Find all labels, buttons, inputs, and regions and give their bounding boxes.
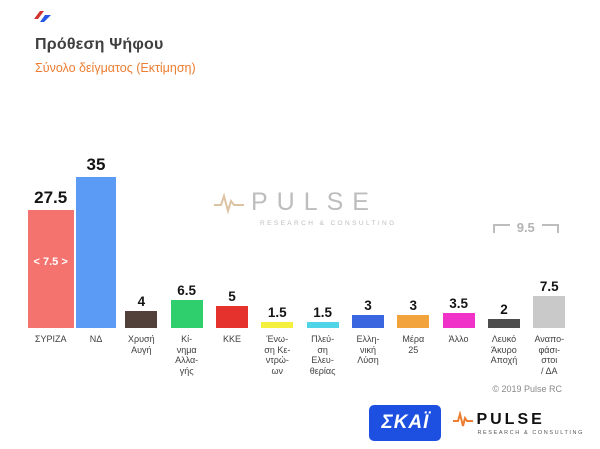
bar-columns: 27.5 < 7.5 > ΣΥΡΙΖΑ 35 ΝΔ 4 Χρυσή Αυγή 6.5 Κί- ν…	[27, 118, 572, 390]
bar-label: ΣΥΡΙΖΑ	[34, 334, 67, 344]
bar-label: Ένω- ση Κε- ντρώ- ων	[264, 334, 291, 376]
bar-label: Χρυσή Αυγή	[128, 334, 155, 355]
bar-value: 1.5	[313, 305, 333, 320]
bar-label: Λευκό Άκυρο Αποχή	[490, 334, 518, 366]
bar-value: 27.5	[34, 188, 68, 207]
bar-value: 35	[86, 155, 106, 174]
pulse-watermark: PULSE RESEARCH & CONSULTING	[214, 188, 397, 227]
copyright-note: © 2019 Pulse RC	[492, 384, 562, 394]
combined-annotation-value: 9.5	[516, 220, 535, 235]
bar-value: 2	[500, 302, 508, 317]
bar-column: 5 ΚΚΕ	[209, 118, 254, 390]
bar-inner-annotation: < 7.5 >	[33, 256, 68, 268]
bracket-left-icon	[492, 224, 510, 233]
corner-logo-icon	[34, 11, 51, 22]
bar-column: 7.5 Αναπο- φάσι- στοι / ΔΑ	[527, 118, 572, 390]
bar-value: 5	[228, 289, 236, 304]
bar	[215, 306, 248, 328]
bar-column: 6.5 Κί- νημα Αλλα- γής	[164, 118, 209, 390]
bar-label: Πλεύ- ση Ελευ- θερίας	[309, 334, 336, 376]
bar-label: Ελλη- νική Λύση	[356, 334, 380, 366]
bar-label: Κί- νημα Αλλα- γής	[175, 334, 199, 376]
combined-annotation: 9.5	[482, 220, 569, 235]
bar-value: 3	[409, 298, 418, 313]
bar-column: 3 Μέρα 25	[391, 118, 436, 390]
watermark-tagline: RESEARCH & CONSULTING	[260, 220, 397, 227]
bar-label: ΝΔ	[89, 334, 103, 344]
bar-column: 3 Ελλη- νική Λύση	[345, 118, 390, 390]
bar	[261, 322, 294, 328]
bar	[397, 315, 430, 328]
corner-logo	[32, 9, 52, 29]
bar-value: 1.5	[267, 305, 287, 320]
bar-label: ΚΚΕ	[222, 334, 241, 344]
bar-column: 27.5 < 7.5 > ΣΥΡΙΖΑ	[27, 118, 74, 390]
watermark-name: PULSE	[251, 188, 378, 216]
bar: < 7.5 >	[27, 210, 74, 328]
bar-column: 1.5 Πλεύ- ση Ελευ- θερίας	[300, 118, 345, 390]
bar	[533, 296, 566, 328]
heartbeat-icon	[214, 192, 244, 215]
bar-column: 1.5 Ένω- ση Κε- ντρώ- ων	[255, 118, 300, 390]
bar-value: 7.5	[539, 279, 559, 294]
bar-label: Άλλο	[448, 334, 469, 344]
footer-logos: ΣΚΑΪ PULSE RESEARCH & CONSULTING	[369, 405, 584, 441]
bar	[125, 311, 158, 328]
pulse-logo-tagline: RESEARCH & CONSULTING	[477, 429, 584, 436]
page-subtitle: Σύνολο δείγματος (Εκτίμηση)	[35, 61, 196, 75]
bar	[351, 315, 384, 328]
bar	[170, 300, 203, 328]
bar-value: 6.5	[177, 283, 197, 298]
bracket-right-icon	[541, 224, 559, 233]
bar-column: 2 Λευκό Άκυρο Αποχή	[481, 118, 526, 390]
bar-value: 4	[137, 294, 146, 309]
bar	[487, 319, 520, 328]
pulse-heartbeat-icon	[453, 410, 474, 426]
pulse-logo-text: PULSE	[476, 410, 545, 428]
pulse-logo: PULSE RESEARCH & CONSULTING	[453, 410, 584, 436]
bar	[442, 313, 475, 328]
bar-column: 3.5 Άλλο	[436, 118, 481, 390]
page-title: Πρόθεση Ψήφου	[35, 36, 164, 53]
bar-label: Αναπο- φάσι- στοι / ΔΑ	[534, 334, 565, 376]
bar	[306, 322, 339, 328]
bar-column: 35 ΝΔ	[73, 118, 118, 390]
bar-chart: 27.5 < 7.5 > ΣΥΡΙΖΑ 35 ΝΔ 4 Χρυσή Αυγή 6.5 Κί- ν…	[27, 118, 572, 390]
bar-label: Μέρα 25	[402, 334, 425, 355]
bar-value: 3.5	[449, 296, 468, 311]
bar-column: 4 Χρυσή Αυγή	[119, 118, 164, 390]
bar	[75, 177, 116, 328]
bar-value: 3	[364, 298, 372, 313]
skai-logo: ΣΚΑΪ	[369, 405, 442, 441]
